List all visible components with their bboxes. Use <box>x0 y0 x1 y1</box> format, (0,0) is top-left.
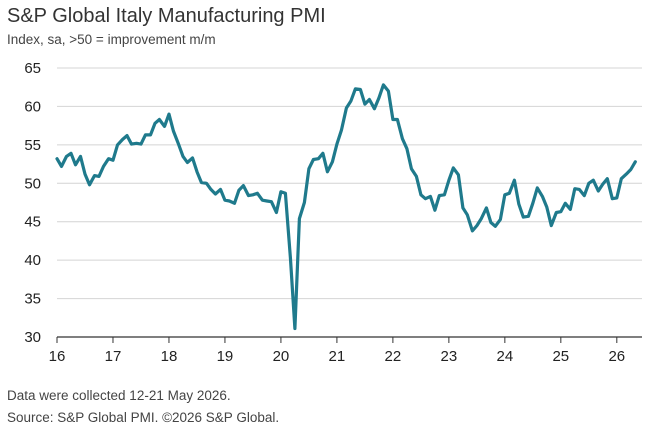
y-tick-label: 60 <box>24 98 41 115</box>
y-axis-ticks: 30 35 40 45 50 55 60 65 <box>24 60 41 346</box>
x-tick-label: 19 <box>217 348 234 365</box>
x-tick-label: 25 <box>552 348 569 365</box>
x-tick-label: 24 <box>497 348 514 365</box>
gridlines <box>57 67 642 300</box>
series-group <box>55 83 637 331</box>
chart-subtitle: Index, sa, >50 = improvement m/m <box>7 32 216 47</box>
x-tick-label: 16 <box>49 348 66 365</box>
x-tick-label: 22 <box>385 348 402 365</box>
x-tick-label: 20 <box>273 348 290 365</box>
footnote-collection-date: Data were collected 12-21 May 2026. <box>7 388 231 403</box>
x-axis: 16 17 18 19 20 21 22 23 24 25 26 <box>49 336 642 365</box>
footnote-source: Source: S&P Global PMI. ©2026 S&P Global… <box>7 410 280 425</box>
pmi-series-line <box>55 83 637 331</box>
x-tick-label: 21 <box>329 348 346 365</box>
x-tick-label: 17 <box>105 348 122 365</box>
x-tick-label: 23 <box>441 348 458 365</box>
y-tick-label: 40 <box>24 252 41 269</box>
y-tick-label: 30 <box>24 329 41 346</box>
y-tick-label: 45 <box>24 214 41 231</box>
y-tick-label: 55 <box>24 137 41 154</box>
x-tick-label: 18 <box>161 348 178 365</box>
x-tick-label: 26 <box>608 348 625 365</box>
y-tick-label: 50 <box>24 175 41 192</box>
y-tick-label: 65 <box>24 60 41 77</box>
y-tick-label: 35 <box>24 291 41 308</box>
chart-title: S&P Global Italy Manufacturing PMI <box>7 5 326 27</box>
